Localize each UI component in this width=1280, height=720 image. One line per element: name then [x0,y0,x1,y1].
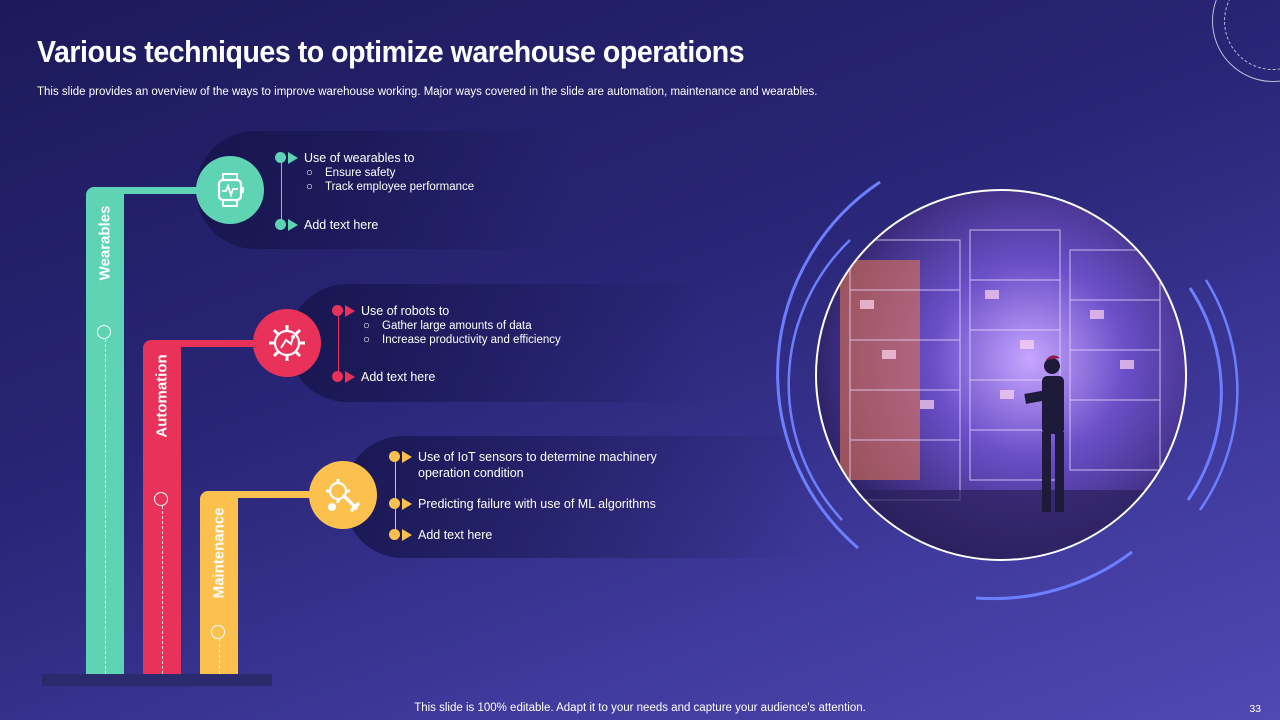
maintenance-point: Add text here [389,527,492,543]
maintenance-connector [238,491,318,498]
automation-bar: Automation [143,340,181,674]
automation-subpoint: ○ Increase productivity and efficiency [363,334,561,346]
automation-connector [181,340,261,347]
slide-title: Various techniques to optimize warehouse… [37,34,745,69]
wearables-bar: Wearables [86,187,124,674]
maintenance-point: Use of IoT sensors to determine machiner… [389,449,693,481]
slide-subtitle: This slide provides an overview of the w… [37,86,818,98]
automation-band [288,284,708,402]
wearables-extra: Add text here [275,217,378,233]
wearables-heading: Use of wearables to [275,150,414,166]
wearables-bar-label: Wearables [96,205,114,281]
wearables-badge [196,156,264,224]
smartwatch-icon [217,173,244,207]
warehouse-illustration [776,180,1239,601]
maintenance-bar-label: Maintenance [210,507,228,599]
pillar-baseline [42,674,272,686]
maintenance-bar-ring [211,625,225,639]
page-number: 33 [1249,703,1261,715]
maintenance-band [344,436,814,558]
decorative-arc [776,180,1239,601]
automation-bar-ring [154,492,168,506]
wearables-subpoint: ○ Track employee performance [306,181,475,193]
wearables-connector [124,187,204,194]
automation-subpoint: ○ Gather large amounts of data [363,320,532,332]
maintenance-point: Predicting failure with use of ML algori… [389,496,656,512]
wrench-gear-icon [326,479,360,512]
robot-gear-icon [269,325,305,361]
maintenance-badge [309,461,377,529]
automation-extra: Add text here [332,369,435,385]
automation-bar-label: Automation [153,354,171,438]
wearables-bar-ring [97,325,111,339]
automation-badge [253,309,321,377]
maintenance-bar: Maintenance [200,491,238,674]
automation-heading: Use of robots to [332,303,449,319]
wearables-subpoint: ○ Ensure safety [306,167,396,179]
slide-footer: This slide is 100% editable. Adapt it to… [414,702,866,714]
